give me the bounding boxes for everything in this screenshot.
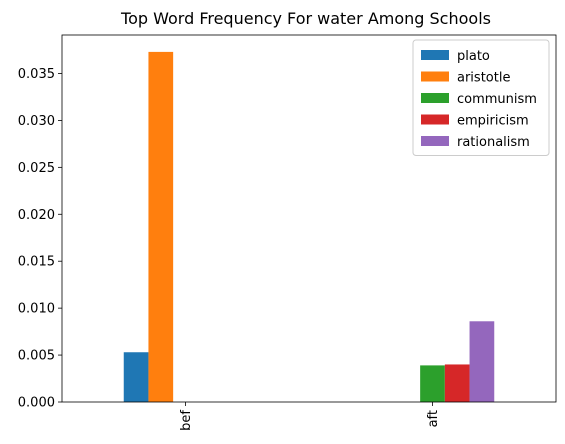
bar-communism-aft: [420, 365, 445, 402]
legend-swatch-communism: [421, 93, 449, 103]
y-tick-label: 0.015: [18, 255, 55, 270]
legend-label-empiricism: empiricism: [457, 114, 529, 129]
plot-frame: [61, 34, 557, 403]
legend-label-rationalism: rationalism: [457, 135, 530, 150]
legend-label-plato: plato: [457, 49, 490, 64]
bar-rationalism-aft: [469, 321, 495, 402]
bar-plato-bef: [123, 352, 149, 402]
legend-label-aristotle: aristotle: [457, 71, 510, 86]
chart-title: Top Word Frequency For water Among Schoo…: [120, 9, 491, 28]
plot-area: [61, 34, 557, 403]
y-tick-label: 0.030: [18, 114, 55, 129]
legend-box: [412, 39, 550, 156]
bar-aristotle-bef: [148, 51, 174, 403]
legend-swatch-rationalism: [421, 136, 449, 146]
legend-swatch-plato: [421, 50, 449, 60]
legend: plato aristotle communism empiricism rationa…: [412, 39, 550, 156]
x-tick-label-bef: bef: [179, 410, 194, 431]
legend-swatch-aristotle: [421, 71, 449, 82]
y-tick-label: 0.000: [18, 396, 55, 411]
bar-empiricism-aft: [444, 364, 470, 402]
x-tick-label-aft: aft: [426, 410, 441, 427]
y-tick-label: 0.010: [18, 302, 55, 317]
y-tick-label: 0.020: [18, 208, 55, 223]
x-axis: bef aft: [179, 402, 441, 431]
y-axis: 0.000 0.005 0.010 0.015 0.020 0.025 0.030 0.035: [18, 67, 62, 411]
y-tick-label: 0.005: [18, 349, 55, 364]
y-tick-label: 0.035: [18, 67, 55, 82]
y-tick-label: 0.025: [18, 161, 55, 176]
legend-swatch-empiricism: [421, 114, 449, 125]
legend-label-communism: communism: [457, 92, 537, 107]
